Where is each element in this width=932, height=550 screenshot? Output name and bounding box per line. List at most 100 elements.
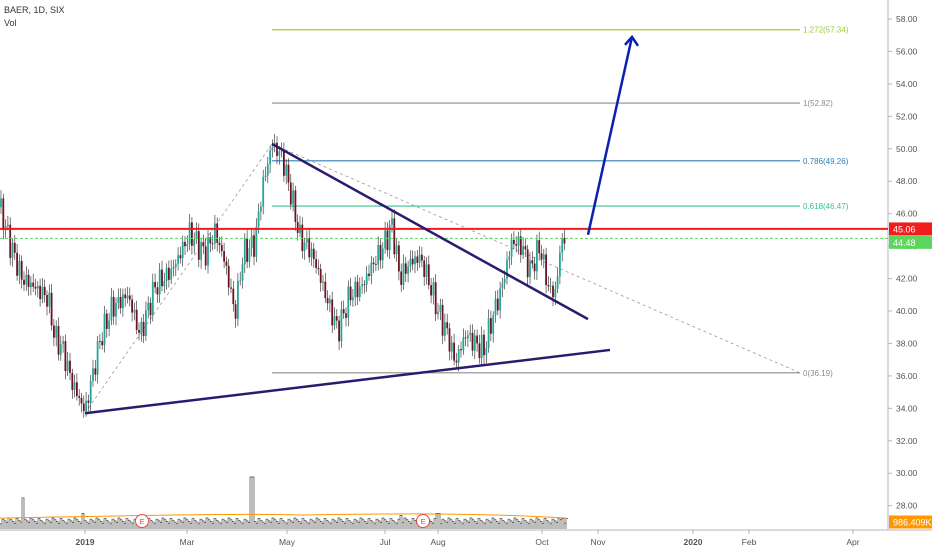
candle-body xyxy=(243,238,246,265)
candle-body xyxy=(105,313,108,329)
candle-body xyxy=(441,304,444,336)
candle-body xyxy=(450,342,453,352)
candle-body xyxy=(524,246,527,250)
candle-body xyxy=(32,282,35,287)
candle-body xyxy=(303,242,306,252)
price-tick-label: 36.00 xyxy=(896,371,918,381)
candle-body xyxy=(289,182,292,205)
time-tick-label: Mar xyxy=(180,537,195,547)
candle-body xyxy=(542,254,545,260)
candle-body xyxy=(156,287,159,295)
candle-body xyxy=(170,268,173,280)
candle-body xyxy=(400,271,403,285)
candle-body xyxy=(257,211,260,227)
price-tick-label: 52.00 xyxy=(896,111,918,121)
candle-body xyxy=(246,238,248,262)
candle-body xyxy=(386,230,389,251)
candle-body xyxy=(266,164,269,176)
last-price-tag-bg xyxy=(889,235,932,249)
candle-body xyxy=(110,297,113,321)
candle-body xyxy=(271,147,274,151)
candle-body xyxy=(312,248,315,260)
lower-trendline[interactable] xyxy=(84,348,611,415)
candle-body xyxy=(53,325,55,338)
candle-body xyxy=(379,245,382,261)
fib-anchor-dashed-line xyxy=(84,143,801,414)
projection-arrow-head-icon xyxy=(624,34,640,47)
candle-body xyxy=(476,335,478,344)
candle-body xyxy=(181,241,184,259)
time-tick-label: Jul xyxy=(380,537,391,547)
price-tick-label: 38.00 xyxy=(896,338,918,348)
candle-body xyxy=(361,284,363,287)
candle-body xyxy=(453,342,455,361)
candle-body xyxy=(154,282,156,288)
candle-body xyxy=(547,285,550,287)
candle-body xyxy=(269,150,271,165)
candle-body xyxy=(363,284,366,286)
candle-body xyxy=(165,267,168,281)
earnings-marker[interactable] xyxy=(416,514,430,528)
candle-body xyxy=(324,281,327,299)
candle-body xyxy=(209,237,212,244)
upper-trendline[interactable] xyxy=(271,142,589,321)
candle-body xyxy=(230,287,232,289)
candle-body xyxy=(80,397,83,404)
candle-body xyxy=(448,328,451,352)
time-tick-label: 2019 xyxy=(76,537,95,547)
candle-body xyxy=(66,360,69,372)
candle-body xyxy=(99,341,101,342)
candle-body xyxy=(280,151,283,152)
price-tick-label: 48.00 xyxy=(896,176,918,186)
candle-body xyxy=(71,372,74,390)
candle-body xyxy=(195,231,198,240)
candle-body xyxy=(69,360,71,373)
candle-body xyxy=(329,299,331,304)
candle-body xyxy=(197,231,200,260)
candle-body xyxy=(131,299,133,313)
candle-body xyxy=(142,321,145,336)
candle-body xyxy=(522,246,524,255)
candle-body xyxy=(149,302,152,316)
candle-body xyxy=(331,299,334,326)
candle-body xyxy=(57,326,60,355)
candle-body xyxy=(384,230,386,249)
candle-body xyxy=(430,285,432,296)
candle-body xyxy=(16,252,18,276)
candle-body xyxy=(36,285,39,289)
candle-body xyxy=(395,245,398,255)
price-tick-label: 56.00 xyxy=(896,46,918,56)
time-tick-label: May xyxy=(279,537,296,547)
candle-body xyxy=(358,286,361,298)
candle-body xyxy=(73,382,76,390)
candle-body xyxy=(283,151,285,176)
candle-body xyxy=(9,224,12,258)
candle-body xyxy=(151,282,154,316)
earnings-marker[interactable] xyxy=(135,514,149,528)
projection-arrow-shaft[interactable] xyxy=(586,36,634,236)
candle-body xyxy=(55,326,58,338)
candle-body xyxy=(370,262,373,277)
candle-body xyxy=(260,206,262,212)
candle-body xyxy=(483,334,485,356)
candle-body xyxy=(529,260,531,278)
candle-body xyxy=(510,239,513,257)
earnings-marker-label: E xyxy=(420,517,425,526)
candle-body xyxy=(43,286,46,296)
candle-body xyxy=(227,265,230,288)
candle-body xyxy=(414,256,416,265)
candle-body xyxy=(133,309,136,313)
candle-body xyxy=(411,258,414,265)
candle-body xyxy=(315,259,317,268)
candle-body xyxy=(85,400,87,412)
candle-body xyxy=(545,254,547,286)
candle-body xyxy=(407,266,409,274)
candle-body xyxy=(526,249,529,278)
candle-body xyxy=(563,237,566,244)
chart-legend: BAER, 1D, SIX Vol xyxy=(4,4,65,30)
fib-level-label: 0.786(49.26) xyxy=(803,157,849,166)
candle-body xyxy=(214,223,216,244)
price-tick-label: 30.00 xyxy=(896,468,918,478)
candle-body xyxy=(398,245,400,272)
